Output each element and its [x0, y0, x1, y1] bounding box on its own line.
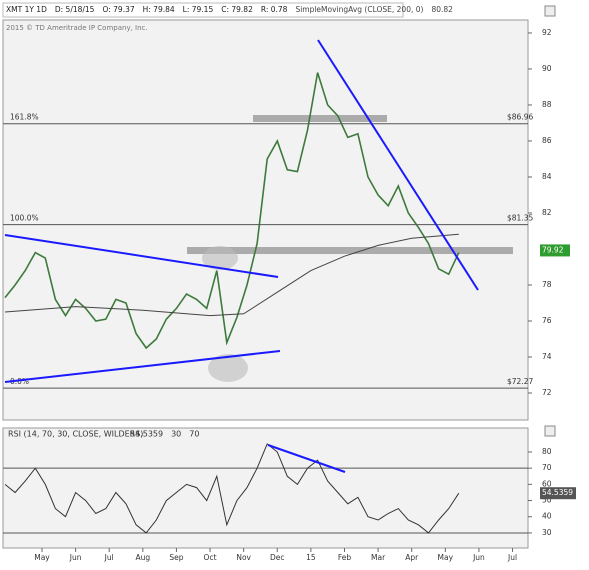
last-price-label: 79.92: [542, 245, 564, 254]
trend-line: [4, 350, 281, 383]
icon[interactable]: [544, 425, 556, 437]
y-tick-label: 76: [542, 316, 552, 325]
y-tick-label: 72: [542, 388, 552, 397]
rsi-badge-label: 54.5359: [542, 488, 573, 497]
x-tick-label: Mar: [371, 553, 386, 562]
price-panel: [2, 19, 529, 421]
x-tick-label: Feb: [338, 553, 352, 562]
rsi-header-value: 30: [171, 430, 181, 439]
series-line: [4, 233, 459, 317]
rsi-header-value: 54.5359: [130, 430, 163, 439]
header-text: L: 79.15: [183, 5, 214, 14]
trend-line: [267, 444, 346, 473]
y-tick-label: 88: [542, 100, 552, 109]
header-text: D: 5/18/15: [55, 5, 95, 14]
y-tick-label: 50: [542, 496, 552, 505]
y-tick-label: 30: [542, 528, 552, 537]
fib-name: 0.0%: [10, 377, 29, 386]
y-tick-label: 60: [542, 479, 552, 488]
x-tick-label: Nov: [236, 553, 251, 562]
fib-name: 161.8%: [10, 113, 39, 122]
last-price-badge: [540, 244, 570, 257]
header-text: C: 79.82: [221, 5, 253, 14]
highlight: [202, 246, 238, 270]
y-tick-label: 90: [542, 64, 552, 73]
series-line: [4, 443, 460, 534]
x-tick-label: Dec: [270, 553, 285, 562]
rsi-header-value: 70: [189, 430, 199, 439]
highlight: [208, 354, 248, 382]
copyright: 2015 © TD Ameritrade IP Company, Inc.: [6, 24, 148, 32]
x-tick-label: Apr: [405, 553, 419, 562]
x-tick-label: Aug: [135, 553, 150, 562]
fib-value: $72.27: [507, 377, 533, 386]
header-text: O: 79.37: [102, 5, 134, 14]
rsi-title: RSI (14, 70, 30, CLOSE, WILDERS): [8, 430, 143, 439]
fib-value: $81.35: [507, 214, 533, 223]
rsi-panel: [2, 427, 529, 549]
x-tick-label: Sep: [169, 553, 183, 562]
header-text: XMT 1Y 1D: [6, 5, 47, 14]
resistance-bar: [187, 247, 513, 254]
x-tick-label: Oct: [204, 553, 217, 562]
trend-line: [317, 39, 479, 291]
header-text: H: 79.84: [143, 5, 175, 14]
series-line: [4, 72, 460, 350]
y-tick-label: 82: [542, 208, 552, 217]
header-text: 80.82: [431, 5, 453, 14]
icon[interactable]: [544, 5, 556, 17]
x-tick-label: Jul: [104, 553, 114, 562]
y-tick-label: 80: [542, 447, 552, 456]
resistance-bar: [253, 115, 387, 122]
header-text: SimpleMovingAvg (CLOSE, 200, 0): [295, 5, 423, 14]
x-tick-label: May: [34, 553, 50, 562]
fib-name: 100.0%: [10, 214, 39, 223]
rsi-badge: [540, 487, 576, 500]
y-tick-label: 92: [542, 28, 552, 37]
y-tick-label: 40: [542, 512, 552, 521]
y-tick-label: 74: [542, 352, 552, 361]
x-tick-label: Jun: [472, 553, 485, 562]
y-tick-label: 70: [542, 463, 552, 472]
header-bar: [2, 2, 404, 18]
fib-value: $86.96: [507, 113, 533, 122]
y-tick-label: 86: [542, 136, 552, 145]
x-tick-label: Jul: [507, 553, 517, 562]
header-text: R: 0.78: [261, 5, 288, 14]
y-tick-label: 84: [542, 172, 552, 181]
x-tick-label: Jun: [69, 553, 82, 562]
y-tick-label: 78: [542, 280, 552, 289]
x-tick-label: 15: [306, 553, 316, 562]
x-tick-label: May: [438, 553, 454, 562]
trend-line: [4, 234, 279, 278]
